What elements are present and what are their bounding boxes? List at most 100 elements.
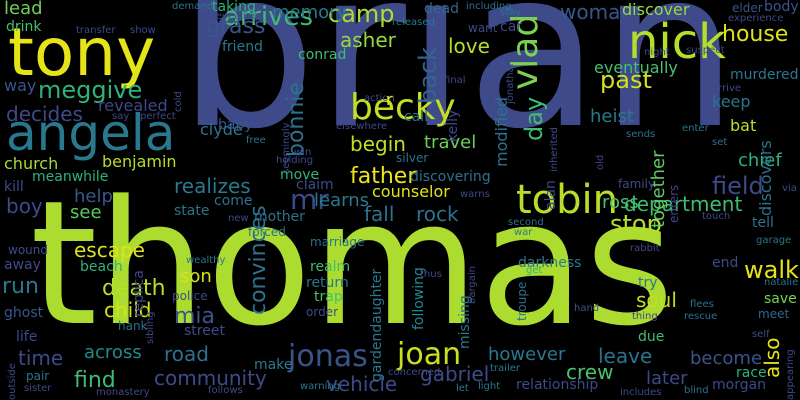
word-revealed: revealed xyxy=(98,96,168,115)
word-asher: asher xyxy=(340,28,396,52)
word-war: war xyxy=(514,227,533,238)
word-woman: woman xyxy=(560,0,634,24)
word-show: show xyxy=(130,25,156,36)
word-silver: silver xyxy=(396,151,429,165)
word-travel: travel xyxy=(424,132,477,153)
word-child: child xyxy=(104,298,152,322)
word-life: life xyxy=(16,329,38,345)
word-hand: hand xyxy=(574,303,600,314)
word-body: body xyxy=(764,0,799,15)
word-thus: thus xyxy=(420,269,442,280)
word-get: get xyxy=(526,265,543,276)
word-warning: warning xyxy=(300,381,341,392)
word-includes: includes xyxy=(620,387,662,398)
word-car: car xyxy=(500,19,523,35)
word-new: new xyxy=(228,213,249,224)
word-free: free xyxy=(246,135,266,146)
word-gardendaughter: gardendaughter xyxy=(369,268,385,382)
word-dead: dead xyxy=(424,1,459,17)
word-discovers: discovers xyxy=(756,140,775,217)
word-monastery: monastery xyxy=(96,387,150,398)
word-taking: taking xyxy=(212,0,256,15)
word-touch: touch xyxy=(702,211,731,222)
word-state: state xyxy=(174,203,210,219)
word-rock: rock xyxy=(416,202,459,226)
word-set: set xyxy=(712,137,728,148)
word-troupe: troupe xyxy=(515,281,529,322)
word-bargain: bargain xyxy=(467,265,478,304)
word-natalie: natalie xyxy=(764,277,799,288)
word-mr: mr xyxy=(290,183,329,216)
word-way: way xyxy=(4,76,37,95)
word-love: love xyxy=(448,34,490,58)
word-holding: holding xyxy=(276,155,314,166)
word-beach: beach xyxy=(80,259,123,275)
word-nick: nick xyxy=(628,14,726,70)
word-thing: thing xyxy=(632,311,658,322)
word-house: house xyxy=(722,22,789,47)
word-clyde: clyde xyxy=(200,120,243,139)
word-morgan: morgan xyxy=(712,377,767,393)
word-police: police xyxy=(172,289,208,303)
word-blind: blind xyxy=(684,385,709,396)
word-crew: crew xyxy=(566,360,614,384)
word-concerned: concerned xyxy=(388,367,441,378)
word-memory: memory xyxy=(272,2,348,23)
word-cold: cold xyxy=(173,91,184,112)
word-perfect: perfect xyxy=(140,111,176,122)
word-let: let xyxy=(456,383,469,394)
word-murdered: murdered xyxy=(730,67,799,83)
word-alan: alan xyxy=(543,179,559,210)
word-drink: drink xyxy=(6,19,42,35)
word-keep: keep xyxy=(712,92,751,111)
word-meet: meet xyxy=(758,307,790,321)
word-self: self xyxy=(752,329,770,340)
word-due: due xyxy=(638,329,665,345)
word-mother: mother xyxy=(254,209,305,225)
word-relationship: relationship xyxy=(516,377,599,393)
word-replica: replica xyxy=(131,269,147,317)
word-modified: modified xyxy=(492,96,511,167)
word-marriage: marriage xyxy=(310,235,365,249)
word-move: move xyxy=(280,167,320,183)
word-walk: walk xyxy=(744,256,799,284)
word-claim: claim xyxy=(296,177,334,193)
word-appearing: appearing xyxy=(785,349,796,400)
word-friend: friend xyxy=(222,39,263,55)
word-baby: baby xyxy=(218,117,253,133)
word-jonas: jonas xyxy=(288,339,368,374)
word-want: want xyxy=(468,21,498,35)
word-trap: trap xyxy=(314,289,343,305)
word-hank: hank xyxy=(118,319,148,333)
word-escape: escape xyxy=(74,238,145,262)
word-say: say xyxy=(112,111,130,122)
word-help: help xyxy=(74,186,113,207)
word-discover: discover xyxy=(622,0,690,19)
word-find: find xyxy=(74,368,116,393)
word-demand: demand xyxy=(172,1,214,12)
word-second: second xyxy=(508,217,544,228)
word-chief: chief xyxy=(738,150,782,171)
word-warns: warns xyxy=(460,189,490,200)
word-light: light xyxy=(478,381,501,392)
word-fall: fall xyxy=(364,202,395,226)
word-church: church xyxy=(4,154,59,173)
word-eventually: eventually xyxy=(594,58,678,77)
word-action: action xyxy=(364,93,395,104)
word-wealthy: wealthy xyxy=(186,255,226,266)
word-enters: enters xyxy=(667,184,681,224)
word-department: department xyxy=(624,192,743,216)
word-revealing: revealing xyxy=(212,11,259,22)
word-arrive: arrive xyxy=(712,83,742,94)
word-experience: experience xyxy=(728,13,784,24)
word-end: end xyxy=(712,255,739,271)
word-tell: tell xyxy=(752,215,774,231)
word-save: save xyxy=(764,291,797,307)
word-kelly: kelly xyxy=(445,109,461,142)
word-heist: heist xyxy=(590,106,634,127)
word-community: community xyxy=(154,366,267,390)
word-return: return xyxy=(306,275,349,291)
word-make: make xyxy=(254,357,293,373)
word-kill: kill xyxy=(4,179,24,195)
